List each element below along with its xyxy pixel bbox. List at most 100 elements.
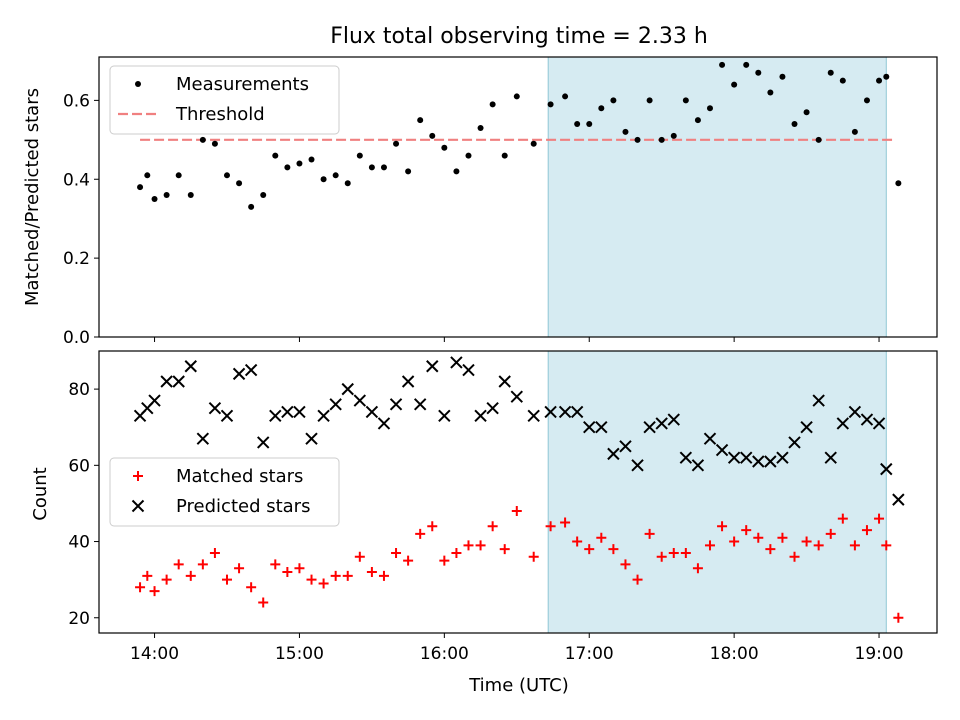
y-tick-label: 0.0 [63, 328, 90, 348]
data-point [282, 567, 293, 578]
data-point [849, 540, 860, 551]
data-point [680, 547, 691, 558]
data-point [135, 582, 146, 593]
data-point [622, 128, 629, 135]
data-point [824, 451, 837, 464]
data-point [779, 73, 786, 80]
data-point [530, 140, 537, 147]
data-point [462, 363, 475, 377]
data-point [405, 168, 412, 175]
data-point [234, 563, 245, 574]
data-point [694, 117, 701, 124]
data-point [608, 544, 619, 555]
data-point [596, 532, 607, 543]
data-point [197, 559, 208, 570]
data-point [717, 521, 728, 532]
data-point [528, 551, 539, 562]
data-point [413, 398, 427, 411]
data-point [318, 578, 329, 589]
data-point [173, 559, 184, 570]
data-point [881, 540, 892, 551]
data-point [545, 521, 556, 532]
data-point [172, 375, 185, 388]
data-point [344, 180, 351, 187]
data-point [574, 121, 581, 128]
legend-label: Matched stars [176, 466, 303, 487]
data-point [776, 451, 789, 464]
data-point [342, 570, 353, 581]
data-point [715, 443, 729, 457]
data-point [451, 547, 462, 558]
data-point [752, 455, 765, 468]
data-point [426, 360, 439, 373]
data-point [232, 367, 246, 381]
data-point [148, 394, 161, 407]
data-point [765, 544, 776, 555]
data-point [199, 136, 206, 143]
legend-marker [131, 499, 145, 513]
axes-frame [98, 350, 938, 634]
data-point [144, 172, 151, 179]
data-point [269, 409, 282, 422]
data-point [354, 551, 365, 562]
legend-box [109, 65, 340, 135]
data-point [755, 69, 762, 76]
data-point [160, 375, 173, 388]
y-tick-label: 20 [68, 609, 90, 629]
data-point [560, 517, 571, 528]
x-tick-label: 18:00 [710, 644, 759, 664]
data-point [631, 459, 644, 472]
data-point [223, 172, 230, 179]
data-point [692, 563, 703, 574]
x-tick-label: 17:00 [565, 644, 614, 664]
data-point [682, 97, 689, 104]
data-point [895, 180, 902, 187]
data-point [812, 394, 825, 407]
data-point [764, 455, 777, 468]
legend-box [109, 457, 340, 527]
data-point [872, 417, 886, 430]
data-point [475, 540, 486, 551]
data-point [149, 586, 160, 597]
y-tick-label: 40 [68, 533, 90, 553]
data-point [463, 540, 474, 551]
data-point [892, 493, 905, 506]
data-point [880, 462, 893, 476]
data-point [284, 164, 291, 171]
data-point [489, 101, 496, 108]
data-point [668, 547, 679, 558]
data-point [837, 513, 848, 524]
y-tick-label: 80 [68, 380, 90, 400]
data-point [827, 69, 834, 76]
data-point [753, 532, 764, 543]
data-point [860, 413, 874, 426]
data-point [187, 192, 194, 199]
data-point [727, 451, 741, 464]
y-tick-label: 0.6 [63, 91, 90, 111]
data-point [487, 521, 498, 532]
data-point [317, 409, 330, 422]
data-point [513, 93, 520, 100]
data-point [329, 398, 342, 411]
data-point [547, 101, 554, 108]
data-point [208, 401, 222, 415]
data-point [586, 121, 593, 128]
data-point [498, 375, 511, 388]
data-point [655, 417, 668, 430]
data-point [570, 405, 584, 419]
data-point [501, 152, 508, 159]
data-point [595, 421, 608, 434]
data-point [598, 105, 605, 112]
data-point [196, 432, 210, 445]
y-tick-label: 0.2 [63, 249, 90, 269]
data-point [380, 164, 387, 171]
data-point [258, 597, 269, 608]
data-point [185, 570, 196, 581]
data-point [356, 152, 363, 159]
data-point [813, 540, 824, 551]
legend-marker [135, 81, 141, 87]
data-point [729, 536, 740, 547]
data-point [474, 409, 487, 422]
data-point [272, 152, 279, 159]
data-point [450, 356, 463, 369]
